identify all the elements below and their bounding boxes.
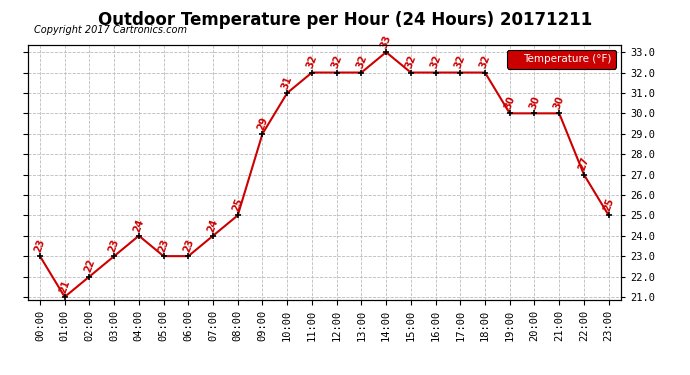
Text: 23: 23 bbox=[157, 238, 170, 254]
Text: 32: 32 bbox=[305, 54, 319, 70]
Text: Copyright 2017 Cartronics.com: Copyright 2017 Cartronics.com bbox=[34, 25, 186, 35]
Text: 25: 25 bbox=[602, 197, 615, 213]
Text: 32: 32 bbox=[428, 54, 442, 70]
Text: 30: 30 bbox=[527, 95, 542, 111]
Text: 21: 21 bbox=[58, 278, 72, 294]
Text: 31: 31 bbox=[280, 74, 294, 90]
Text: 33: 33 bbox=[379, 34, 393, 50]
Text: 32: 32 bbox=[330, 54, 344, 70]
Text: 30: 30 bbox=[503, 95, 517, 111]
Text: Outdoor Temperature per Hour (24 Hours) 20171211: Outdoor Temperature per Hour (24 Hours) … bbox=[98, 11, 592, 29]
Text: 23: 23 bbox=[33, 238, 47, 254]
Text: 23: 23 bbox=[181, 238, 195, 254]
Text: 32: 32 bbox=[478, 54, 492, 70]
Text: 23: 23 bbox=[107, 238, 121, 254]
Text: 24: 24 bbox=[206, 217, 220, 233]
Text: 30: 30 bbox=[552, 95, 566, 111]
Text: 25: 25 bbox=[230, 197, 245, 213]
Text: 32: 32 bbox=[404, 54, 418, 70]
Text: 22: 22 bbox=[82, 258, 97, 274]
Text: 29: 29 bbox=[255, 115, 270, 131]
Text: 27: 27 bbox=[577, 156, 591, 172]
Text: 32: 32 bbox=[453, 54, 467, 70]
Text: 24: 24 bbox=[132, 217, 146, 233]
Text: 32: 32 bbox=[355, 54, 368, 70]
Legend: Temperature (°F): Temperature (°F) bbox=[506, 50, 615, 69]
